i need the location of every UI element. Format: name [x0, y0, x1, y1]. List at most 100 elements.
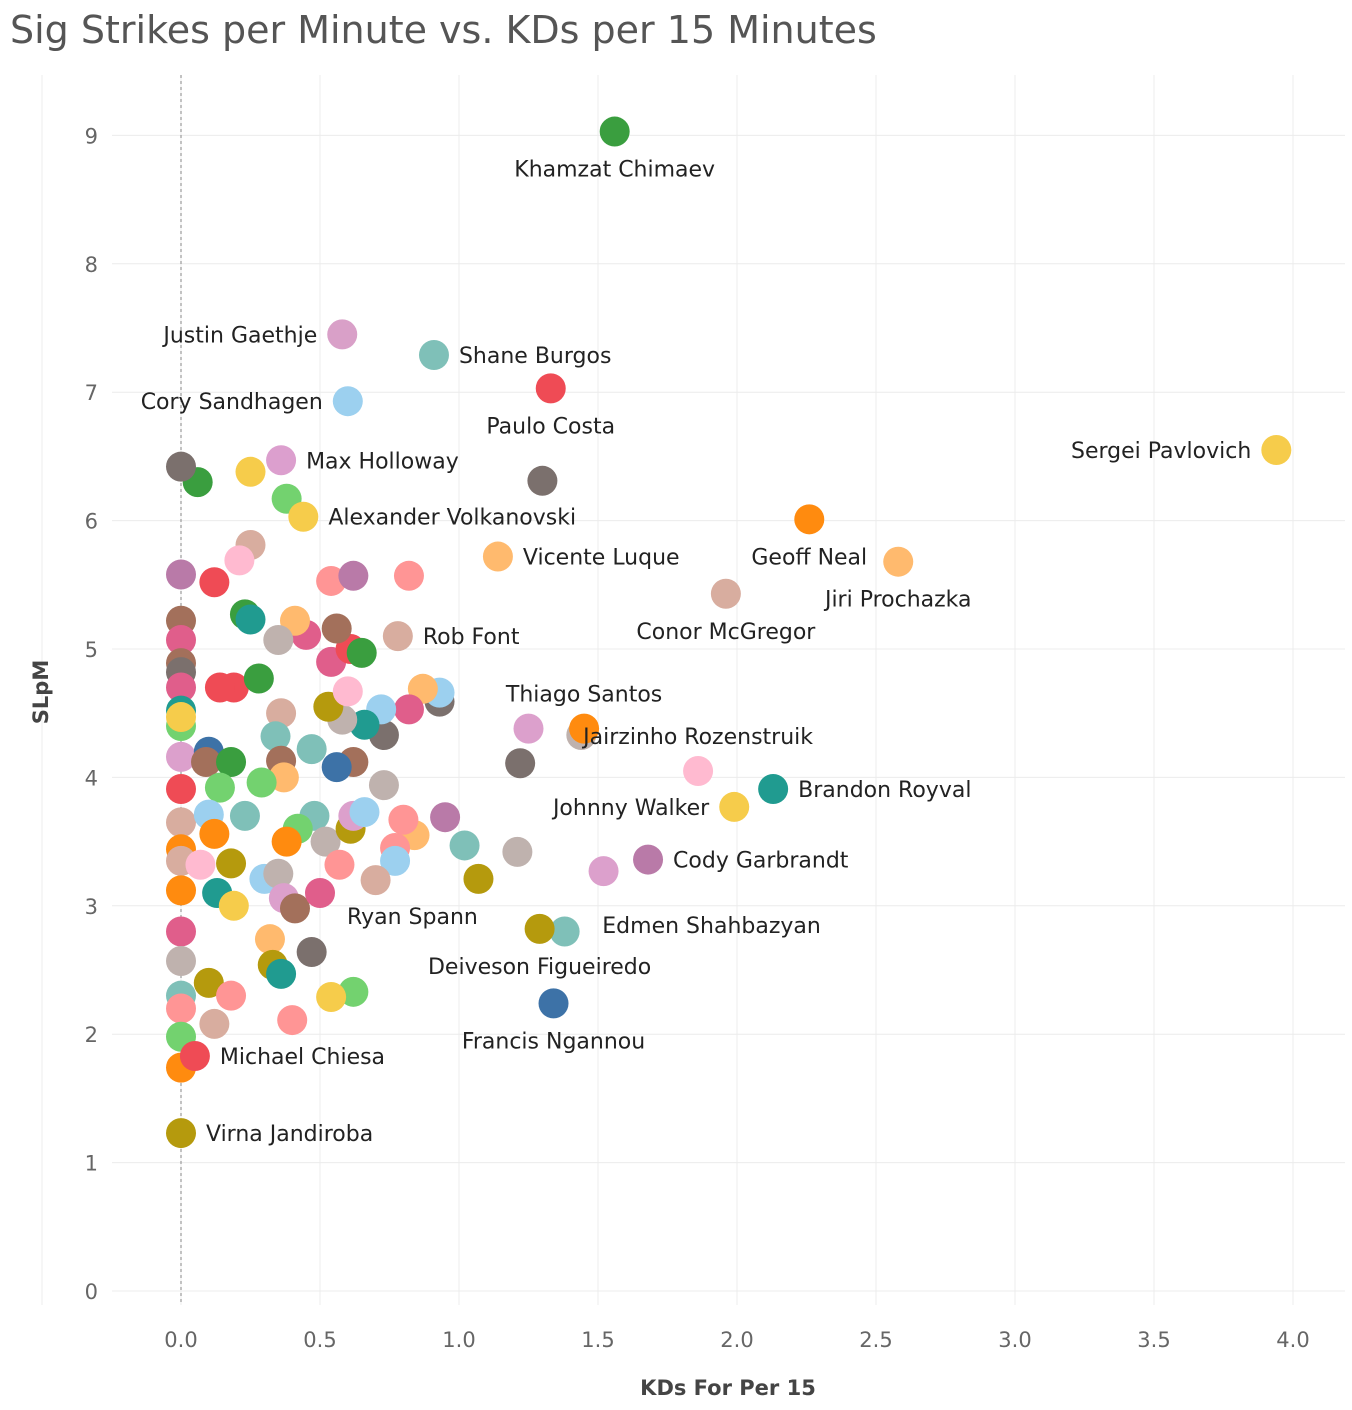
data-point[interactable]: [235, 604, 266, 635]
data-point[interactable]: [549, 916, 580, 947]
data-point[interactable]: [266, 958, 297, 989]
data-point[interactable]: [243, 663, 274, 694]
data-point[interactable]: [266, 445, 297, 476]
data-point[interactable]: [166, 672, 196, 703]
data-point[interactable]: [569, 713, 600, 744]
x-tick-label: 1.0: [442, 1328, 475, 1352]
data-point[interactable]: [296, 937, 327, 968]
data-point[interactable]: [204, 672, 235, 703]
data-point[interactable]: [216, 848, 247, 879]
data-point[interactable]: [166, 1118, 196, 1149]
data-point[interactable]: [327, 319, 358, 350]
data-point[interactable]: [204, 772, 235, 803]
data-point[interactable]: [166, 559, 196, 590]
data-point[interactable]: [254, 924, 285, 955]
data-point[interactable]: [332, 676, 363, 707]
data-point[interactable]: [710, 578, 741, 609]
data-point[interactable]: [166, 625, 196, 656]
data-point[interactable]: [305, 877, 335, 908]
data-point[interactable]: [349, 797, 380, 828]
data-point[interactable]: [229, 800, 260, 831]
point-label: Justin Gaethje: [161, 323, 317, 348]
data-point[interactable]: [296, 734, 327, 765]
data-point[interactable]: [185, 849, 216, 880]
data-point[interactable]: [418, 339, 449, 370]
data-point[interactable]: [271, 826, 302, 857]
data-point[interactable]: [321, 613, 352, 644]
data-point[interactable]: [527, 465, 558, 496]
data-point[interactable]: [166, 916, 196, 947]
data-point[interactable]: [310, 826, 341, 857]
data-point[interactable]: [166, 946, 196, 977]
data-point[interactable]: [224, 545, 255, 576]
data-point[interactable]: [166, 773, 196, 804]
data-point[interactable]: [199, 567, 230, 598]
data-point[interactable]: [430, 802, 461, 833]
data-point[interactable]: [524, 913, 555, 944]
data-point[interactable]: [683, 755, 714, 786]
x-tick-label: 4.0: [1276, 1328, 1309, 1352]
data-point[interactable]: [263, 625, 294, 656]
data-point[interactable]: [193, 967, 224, 998]
y-tick-label: 7: [85, 381, 98, 405]
data-point[interactable]: [368, 770, 399, 801]
data-point[interactable]: [535, 373, 566, 404]
data-point[interactable]: [599, 116, 630, 147]
data-point[interactable]: [288, 501, 319, 532]
data-point[interactable]: [463, 863, 494, 894]
data-point[interactable]: [360, 865, 391, 896]
y-tick-label: 0: [85, 1280, 98, 1304]
data-point[interactable]: [166, 702, 196, 733]
data-point[interactable]: [279, 893, 310, 924]
data-point[interactable]: [260, 721, 291, 752]
data-point[interactable]: [199, 1008, 230, 1039]
data-point[interactable]: [166, 993, 196, 1024]
data-point[interactable]: [216, 746, 247, 777]
data-point[interactable]: [235, 456, 266, 487]
x-tick-label: 0.5: [303, 1328, 336, 1352]
data-point[interactable]: [1261, 434, 1292, 465]
data-point[interactable]: [505, 748, 536, 779]
point-label: Ryan Spann: [347, 905, 478, 930]
data-point[interactable]: [166, 741, 196, 772]
data-point[interactable]: [324, 849, 355, 880]
y-tick-label: 6: [85, 510, 98, 534]
data-point[interactable]: [382, 621, 413, 652]
data-point[interactable]: [719, 791, 750, 822]
data-point[interactable]: [179, 1041, 210, 1072]
data-point[interactable]: [266, 698, 297, 729]
data-point[interactable]: [321, 752, 352, 783]
y-axis-title: SLpM: [29, 660, 53, 724]
data-point[interactable]: [449, 830, 480, 861]
data-point[interactable]: [218, 890, 249, 921]
data-point[interactable]: [538, 988, 569, 1019]
data-point[interactable]: [883, 546, 914, 577]
data-point[interactable]: [216, 980, 247, 1011]
data-point[interactable]: [388, 804, 419, 835]
y-tick-label: 3: [85, 895, 98, 919]
data-point[interactable]: [277, 1005, 308, 1036]
data-point[interactable]: [794, 504, 825, 535]
data-point[interactable]: [338, 560, 369, 591]
y-axis-ticks: 0 1 2 3 4 5 6 7 8 9: [85, 124, 98, 1304]
data-point[interactable]: [246, 767, 277, 798]
data-point[interactable]: [316, 981, 347, 1012]
data-point[interactable]: [166, 807, 196, 838]
data-point[interactable]: [758, 773, 789, 804]
data-point[interactable]: [332, 386, 363, 417]
data-point[interactable]: [166, 451, 196, 482]
data-point[interactable]: [199, 818, 230, 849]
data-point[interactable]: [393, 560, 424, 591]
data-point[interactable]: [166, 875, 196, 906]
data-point[interactable]: [263, 858, 294, 889]
data-point[interactable]: [633, 844, 664, 875]
data-point[interactable]: [513, 713, 544, 744]
data-point[interactable]: [191, 746, 222, 777]
data-point[interactable]: [380, 845, 411, 876]
data-point[interactable]: [346, 637, 377, 668]
data-point[interactable]: [588, 856, 619, 887]
data-point[interactable]: [393, 694, 424, 725]
data-point[interactable]: [502, 836, 533, 867]
data-point[interactable]: [482, 541, 513, 572]
x-axis-title: KDs For Per 15: [640, 1376, 816, 1400]
